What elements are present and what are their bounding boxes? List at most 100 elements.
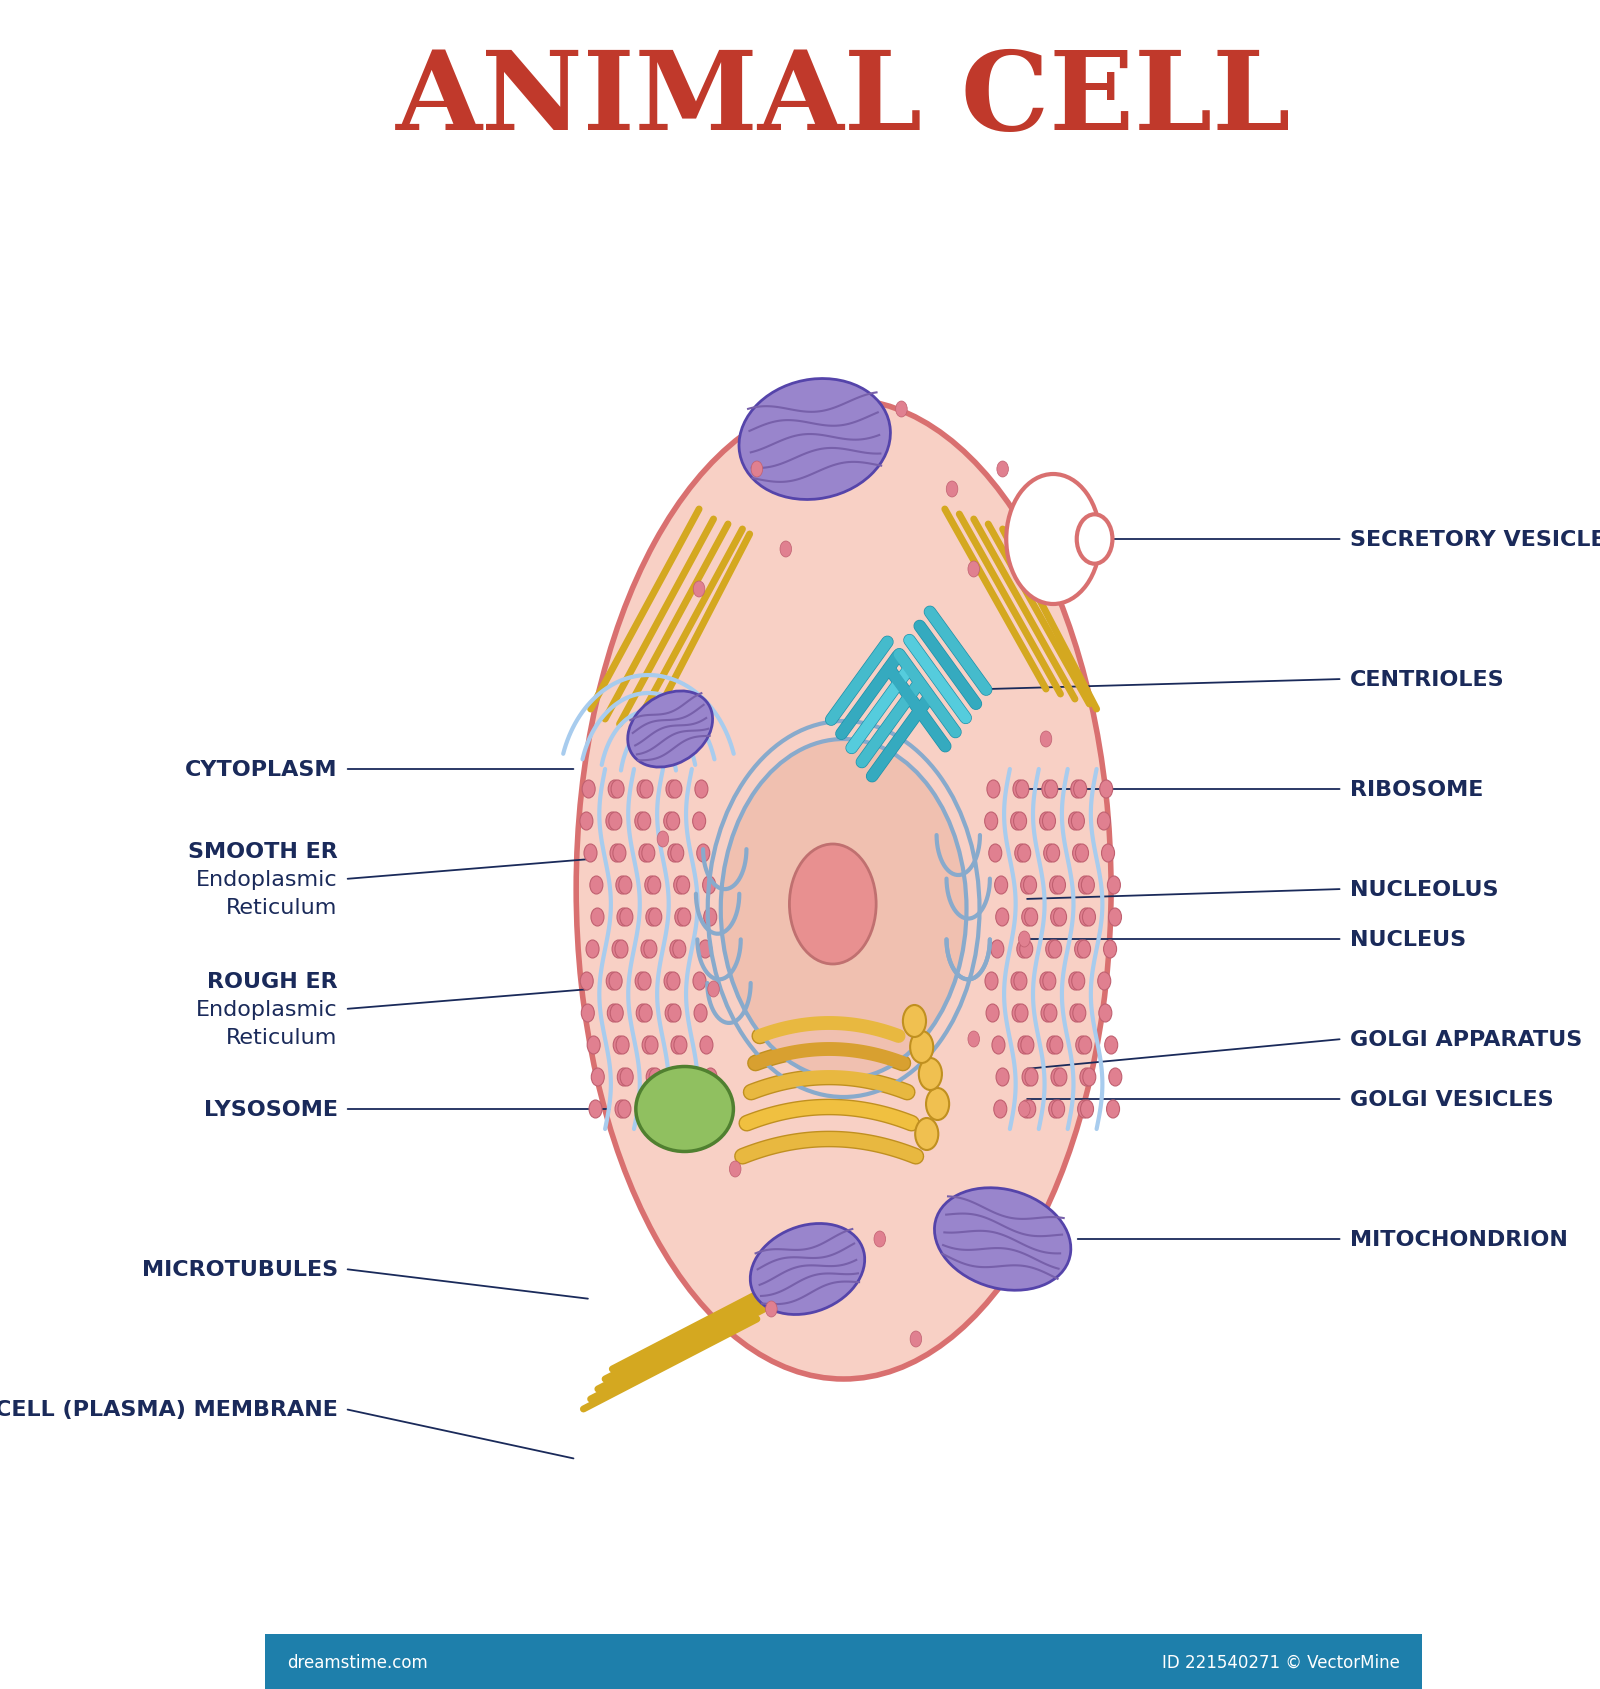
Ellipse shape: [1078, 1037, 1091, 1054]
Ellipse shape: [1099, 1005, 1112, 1022]
Ellipse shape: [664, 973, 677, 990]
Ellipse shape: [1006, 475, 1101, 605]
Ellipse shape: [1083, 1069, 1096, 1086]
Ellipse shape: [946, 481, 958, 498]
Ellipse shape: [1080, 1100, 1093, 1118]
Ellipse shape: [642, 941, 654, 958]
Ellipse shape: [616, 1037, 629, 1054]
Ellipse shape: [587, 1037, 600, 1054]
Ellipse shape: [693, 812, 706, 831]
Ellipse shape: [643, 1100, 658, 1118]
Ellipse shape: [990, 941, 1003, 958]
Ellipse shape: [613, 941, 626, 958]
Ellipse shape: [582, 780, 595, 799]
Ellipse shape: [1022, 1100, 1035, 1118]
Ellipse shape: [1078, 1100, 1091, 1118]
Ellipse shape: [1077, 515, 1112, 564]
Ellipse shape: [1104, 1037, 1118, 1054]
Ellipse shape: [1013, 780, 1026, 799]
Ellipse shape: [638, 973, 651, 990]
Text: GOLGI VESICLES: GOLGI VESICLES: [1349, 1089, 1554, 1110]
Ellipse shape: [910, 1032, 933, 1064]
Text: NUCLEUS: NUCLEUS: [1349, 929, 1466, 949]
Ellipse shape: [704, 1069, 717, 1086]
Ellipse shape: [1083, 909, 1096, 927]
Ellipse shape: [586, 941, 598, 958]
Ellipse shape: [1072, 973, 1085, 990]
Text: MICROTUBULES: MICROTUBULES: [141, 1260, 338, 1279]
Ellipse shape: [1011, 812, 1024, 831]
Ellipse shape: [1024, 909, 1038, 927]
Ellipse shape: [1040, 731, 1051, 748]
Ellipse shape: [1080, 909, 1093, 927]
Ellipse shape: [1043, 844, 1056, 863]
Ellipse shape: [1046, 844, 1059, 863]
Ellipse shape: [638, 844, 651, 863]
Ellipse shape: [1013, 812, 1027, 831]
Ellipse shape: [1019, 931, 1030, 948]
Bar: [266, 1633, 1422, 1689]
Ellipse shape: [606, 973, 619, 990]
Ellipse shape: [730, 1162, 741, 1177]
Ellipse shape: [1043, 812, 1056, 831]
Ellipse shape: [1014, 1005, 1027, 1022]
Text: Endoplasmic: Endoplasmic: [197, 870, 338, 890]
Ellipse shape: [750, 1225, 864, 1314]
Ellipse shape: [613, 1037, 626, 1054]
Ellipse shape: [926, 1088, 949, 1120]
Ellipse shape: [1107, 877, 1120, 895]
Ellipse shape: [989, 844, 1002, 863]
Ellipse shape: [739, 380, 891, 500]
Ellipse shape: [664, 812, 677, 831]
Ellipse shape: [584, 844, 597, 863]
Ellipse shape: [675, 1100, 688, 1118]
Ellipse shape: [1021, 877, 1034, 895]
Ellipse shape: [1043, 1005, 1058, 1022]
Ellipse shape: [614, 1100, 629, 1118]
Ellipse shape: [670, 844, 683, 863]
Ellipse shape: [678, 909, 691, 927]
Ellipse shape: [635, 812, 648, 831]
Ellipse shape: [1013, 1005, 1026, 1022]
Ellipse shape: [707, 981, 720, 998]
Ellipse shape: [590, 909, 603, 927]
Ellipse shape: [1109, 1069, 1122, 1086]
Ellipse shape: [968, 562, 979, 578]
Ellipse shape: [918, 1059, 942, 1091]
Ellipse shape: [987, 780, 1000, 799]
Ellipse shape: [1046, 1037, 1059, 1054]
Ellipse shape: [874, 1231, 885, 1246]
Ellipse shape: [992, 1037, 1005, 1054]
Ellipse shape: [997, 1069, 1010, 1086]
Ellipse shape: [765, 1301, 778, 1317]
Ellipse shape: [1021, 1037, 1034, 1054]
Ellipse shape: [1019, 941, 1032, 958]
Ellipse shape: [618, 1100, 630, 1118]
Ellipse shape: [672, 941, 686, 958]
Ellipse shape: [669, 780, 682, 799]
Ellipse shape: [1045, 780, 1058, 799]
Ellipse shape: [635, 1067, 733, 1152]
Ellipse shape: [1050, 877, 1062, 895]
Text: GOLGI APPARATUS: GOLGI APPARATUS: [1349, 1029, 1582, 1049]
Text: SECRETORY VESICLE: SECRETORY VESICLE: [1349, 530, 1600, 549]
Ellipse shape: [1104, 941, 1117, 958]
Text: SMOOTH ER: SMOOTH ER: [187, 841, 338, 861]
Ellipse shape: [1082, 877, 1094, 895]
Ellipse shape: [1019, 1100, 1034, 1118]
Ellipse shape: [650, 1069, 662, 1086]
Ellipse shape: [670, 1037, 685, 1054]
Ellipse shape: [1072, 812, 1085, 831]
Ellipse shape: [606, 812, 619, 831]
Ellipse shape: [613, 844, 626, 863]
Ellipse shape: [986, 973, 998, 990]
Ellipse shape: [1046, 941, 1059, 958]
Ellipse shape: [1053, 909, 1067, 927]
Ellipse shape: [1069, 812, 1082, 831]
Ellipse shape: [627, 691, 712, 767]
Ellipse shape: [646, 1069, 659, 1086]
Text: NUCLEOLUS: NUCLEOLUS: [1349, 880, 1498, 900]
Text: Reticulum: Reticulum: [226, 897, 338, 917]
Ellipse shape: [693, 581, 706, 598]
Ellipse shape: [642, 1037, 654, 1054]
